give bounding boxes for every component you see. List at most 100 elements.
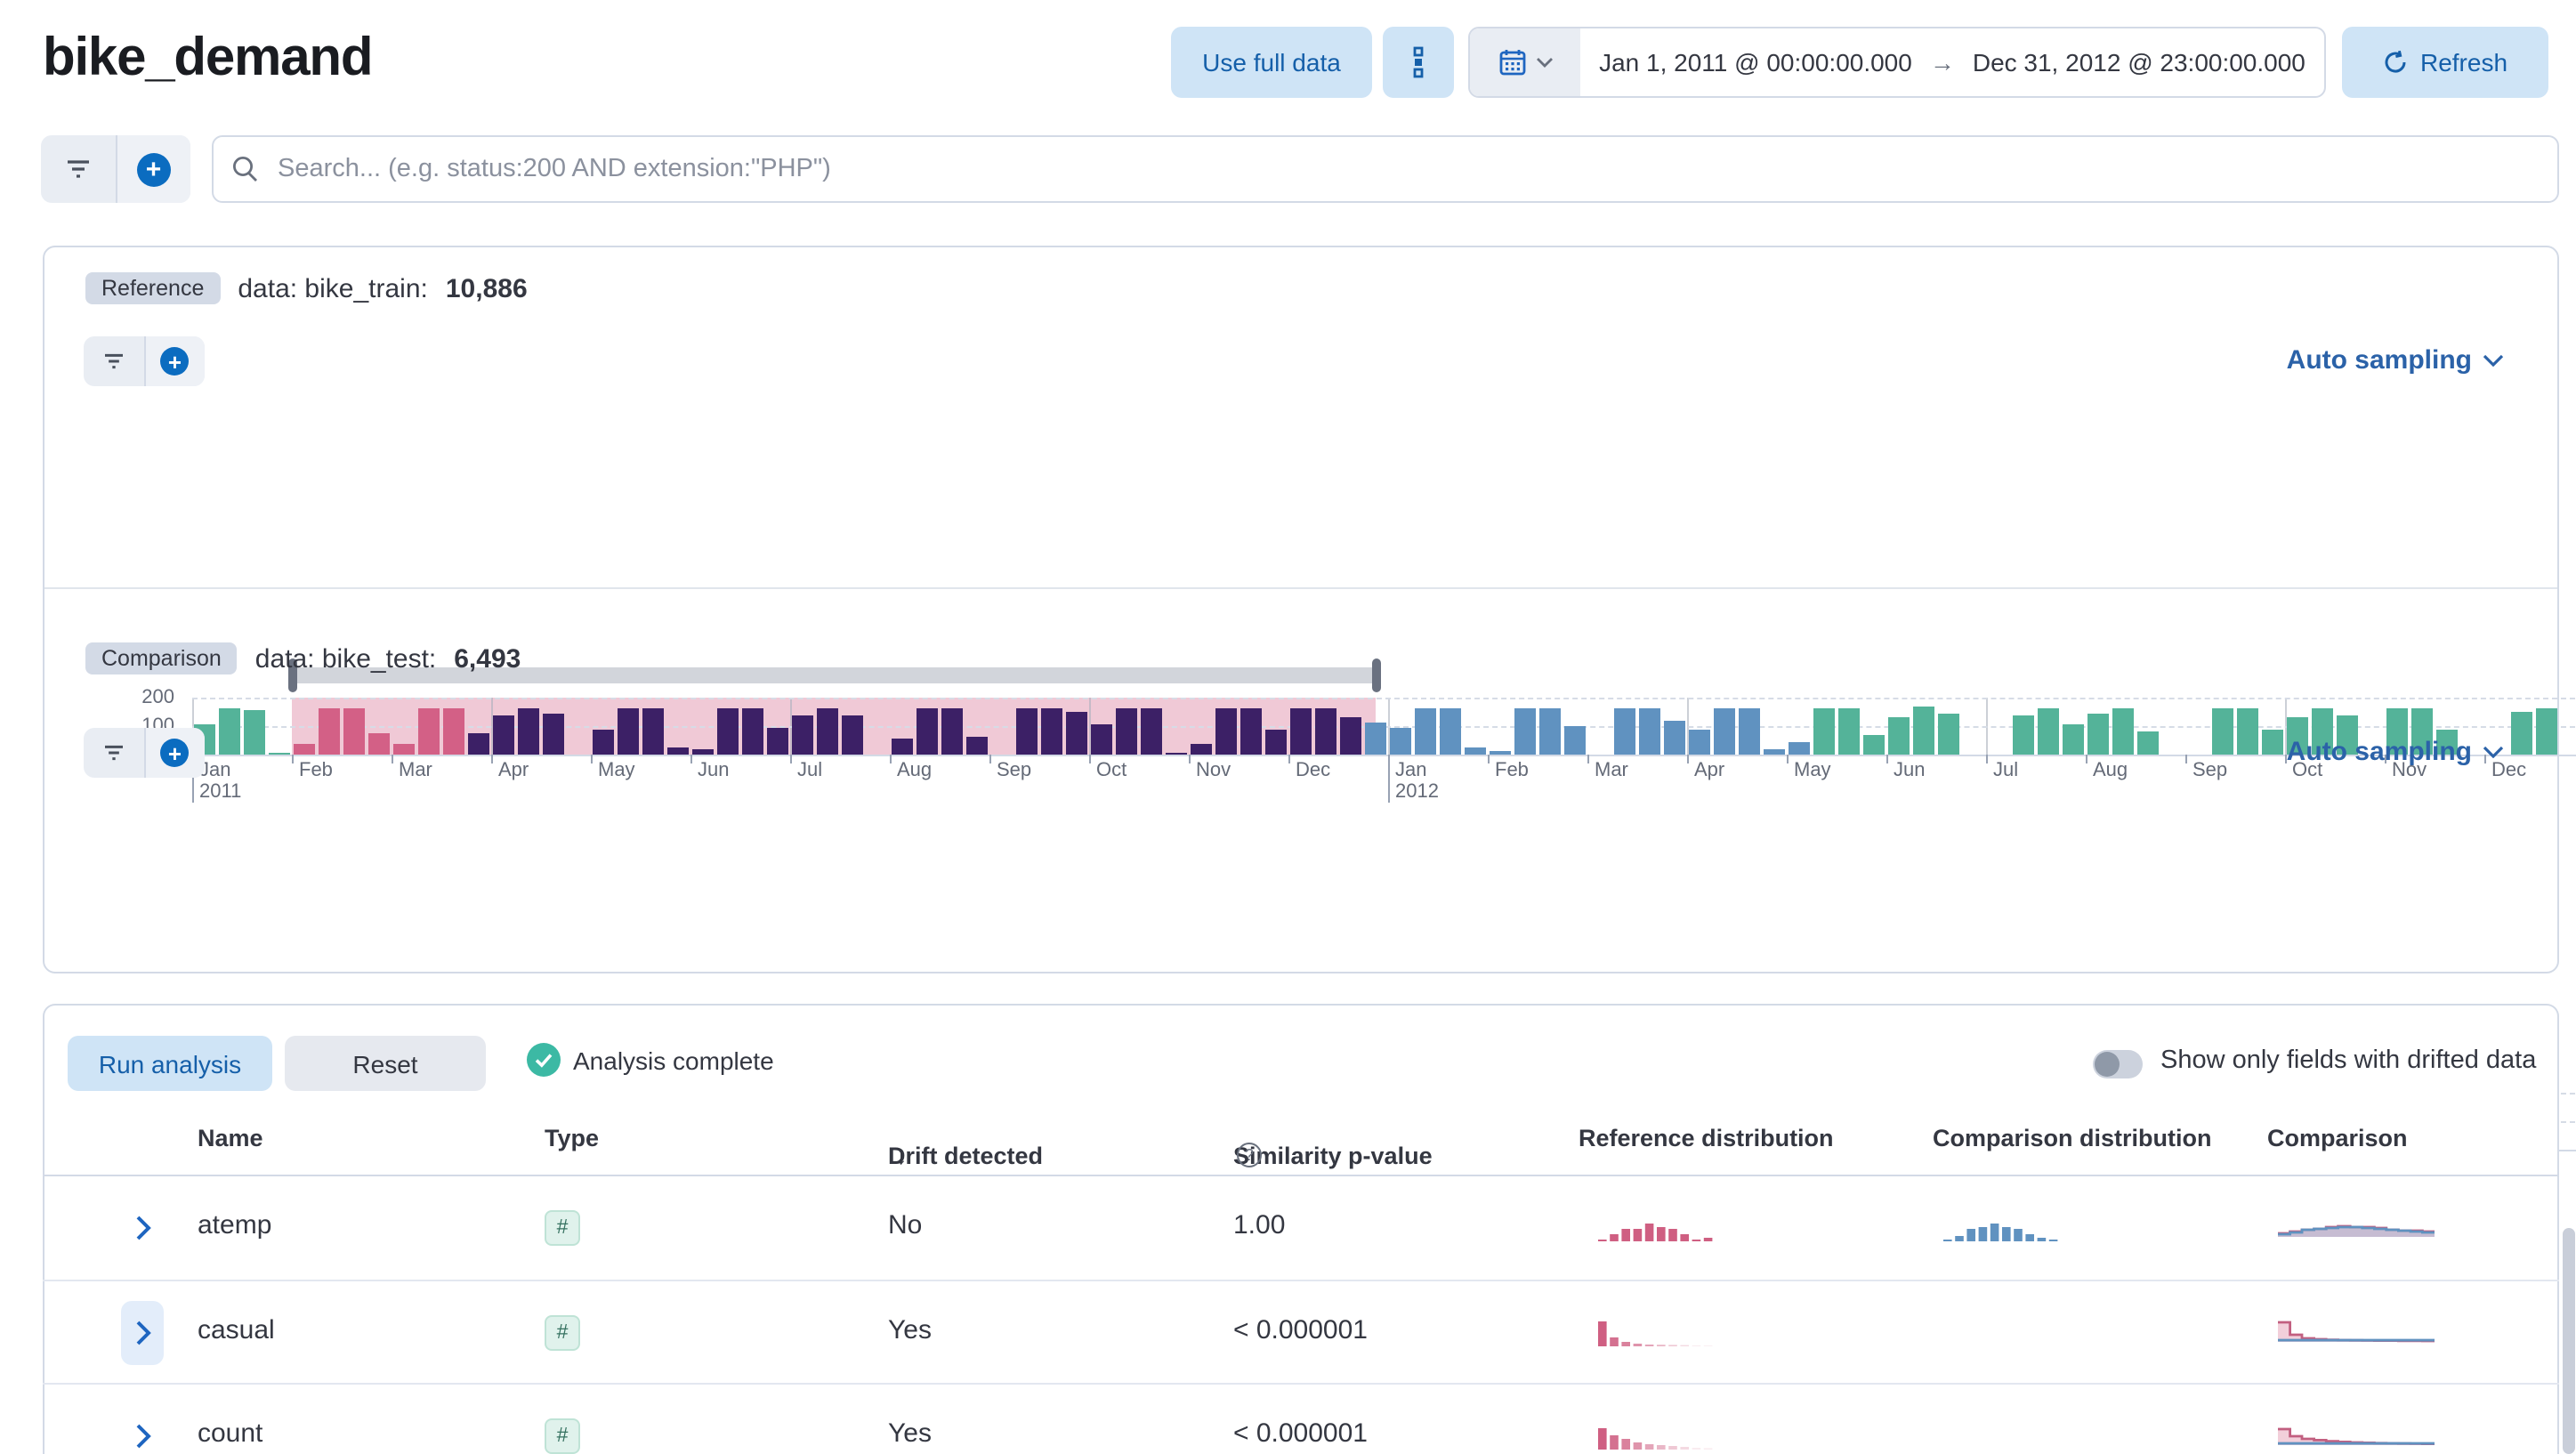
analysis-status: Analysis complete: [527, 1043, 774, 1077]
pvalue: < 0.000001: [1233, 1418, 1368, 1449]
chevron-right-icon: [135, 1321, 150, 1345]
expand-row-button[interactable]: [121, 1196, 164, 1260]
page-title: bike_demand: [43, 28, 373, 87]
filter-list-button[interactable]: [41, 135, 115, 203]
brush-track[interactable]: [292, 667, 1376, 683]
add-filter-button[interactable]: +: [115, 135, 190, 203]
reference-filter-button[interactable]: [84, 336, 143, 386]
comparison-section-header: Comparison data: bike_test: 6,493: [85, 642, 521, 674]
chevron-down-icon: [1536, 58, 1552, 68]
refresh-button[interactable]: Refresh: [2342, 27, 2548, 98]
arrow-right-icon: →: [1929, 48, 1955, 77]
comparison-sampling-label: Auto sampling: [2286, 737, 2472, 767]
reference-data-label: data: bike_train:: [238, 273, 428, 303]
comparison-overlay-sparkline: [2278, 1321, 2435, 1343]
scrollbar[interactable]: [2563, 1228, 2575, 1454]
comparison-query-controls: +: [84, 728, 205, 778]
comparison-doc-count: 6,493: [454, 643, 521, 674]
date-picker-calendar-button[interactable]: [1470, 28, 1580, 96]
run-analysis-label: Run analysis: [98, 1049, 242, 1078]
reference-sampling-label: Auto sampling: [2286, 345, 2472, 376]
refresh-label: Refresh: [2419, 48, 2508, 77]
field-name: casual: [198, 1315, 275, 1345]
search-bar: [212, 135, 2559, 203]
reference-distribution-sparkline: [1598, 1428, 1713, 1450]
column-header-name: Name: [198, 1125, 263, 1151]
comparison-badge: Comparison: [85, 642, 238, 674]
column-header-type: Type: [545, 1125, 600, 1151]
column-header-reference-distribution: Reference distribution: [1579, 1125, 1834, 1151]
use-full-data-button[interactable]: Use full data: [1171, 27, 1372, 98]
calendar-icon: [1498, 50, 1525, 76]
expand-row-button[interactable]: [121, 1404, 164, 1454]
comparison-data-label: data: bike_test:: [254, 643, 437, 674]
numeric-type-icon: #: [545, 1315, 580, 1351]
use-full-data-label: Use full data: [1202, 48, 1341, 77]
filter-icon: [104, 353, 123, 369]
date-end[interactable]: Dec 31, 2012 @ 23:00:00.000: [1972, 48, 2305, 77]
field-name: atemp: [198, 1210, 272, 1240]
toggle-knob: [2095, 1052, 2120, 1077]
reference-timeline-chart: 2001000 Jan2011FebMarAprMayJunJulAugSepO…: [44, 658, 2576, 817]
pvalue: < 0.000001: [1233, 1315, 1368, 1345]
plus-icon: +: [160, 739, 190, 767]
reset-label: Reset: [352, 1049, 418, 1078]
run-analysis-button[interactable]: Run analysis: [68, 1036, 272, 1091]
chevron-right-icon: [135, 1216, 150, 1240]
comparison-filter-button[interactable]: [84, 728, 143, 778]
drift-detected-value: No: [888, 1210, 923, 1240]
drift-detected-value: Yes: [888, 1418, 932, 1449]
reference-query-controls: +: [84, 336, 205, 386]
info-icon[interactable]: ?: [1237, 1143, 1262, 1167]
search-input[interactable]: [274, 153, 2540, 185]
filter-icon: [104, 745, 123, 761]
boxes-vertical-icon: [1413, 46, 1424, 78]
reference-distribution-sparkline: [1598, 1321, 1713, 1346]
query-controls: +: [41, 135, 190, 203]
filter-icon: [67, 160, 89, 178]
brush-handle[interactable]: [288, 658, 297, 692]
chevron-right-icon: [135, 1424, 150, 1449]
reference-section-header: Reference data: bike_train: 10,886: [85, 272, 528, 304]
comparison-distribution-sparkline: [1943, 1224, 2058, 1241]
boxes-vertical-icon-button[interactable]: [1383, 27, 1454, 98]
field-name: count: [198, 1418, 263, 1449]
sort-desc-icon: ↓: [895, 1143, 908, 1169]
plot-area: [192, 698, 2576, 756]
reference-time-brush[interactable]: [192, 658, 2576, 692]
table-row-count: count # Yes < 0.000001: [43, 1383, 2559, 1454]
results-table-header: Name Type Drift detected ↓ Similarity p-v…: [43, 1107, 2559, 1176]
brush-handle[interactable]: [1372, 658, 1381, 692]
reference-sampling-menu[interactable]: Auto sampling: [2276, 343, 2515, 377]
reference-add-filter-button[interactable]: +: [143, 336, 205, 386]
comparison-sampling-menu[interactable]: Auto sampling: [2276, 735, 2515, 769]
column-header-comparison-distribution: Comparison distribution: [1933, 1125, 2212, 1151]
reference-doc-count: 10,886: [445, 273, 528, 303]
analysis-status-label: Analysis complete: [573, 1046, 774, 1074]
plus-icon: +: [136, 152, 171, 186]
reference-badge: Reference: [85, 272, 221, 304]
check-circle-icon: [527, 1043, 561, 1077]
comparison-overlay-sparkline: [2278, 1224, 2435, 1237]
section-divider: [44, 587, 2557, 589]
numeric-type-icon: #: [545, 1210, 580, 1246]
comparison-add-filter-button[interactable]: +: [143, 728, 205, 778]
drifted-fields-toggle[interactable]: [2093, 1050, 2143, 1078]
chevron-down-icon: [2483, 746, 2504, 758]
comparison-distribution-sparkline: [1943, 1319, 2061, 1347]
reference-distribution-sparkline: [1598, 1224, 1713, 1241]
plus-icon: +: [160, 347, 190, 376]
column-header-comparison: Comparison: [2267, 1125, 2408, 1151]
reset-button[interactable]: Reset: [285, 1036, 486, 1091]
drift-detected-value: Yes: [888, 1315, 932, 1345]
comparison-distribution-sparkline: [1943, 1422, 2061, 1450]
search-icon: [232, 156, 257, 182]
expand-row-button[interactable]: [121, 1301, 164, 1365]
table-row-casual: casual # Yes < 0.000001: [43, 1280, 2559, 1385]
date-start[interactable]: Jan 1, 2011 @ 00:00:00.000: [1599, 48, 1912, 77]
drifted-fields-toggle-label: Show only fields with drifted data: [2160, 1046, 2537, 1075]
numeric-type-icon: #: [545, 1418, 580, 1454]
date-range-picker[interactable]: Jan 1, 2011 @ 00:00:00.000 → Dec 31, 201…: [1468, 27, 2326, 98]
